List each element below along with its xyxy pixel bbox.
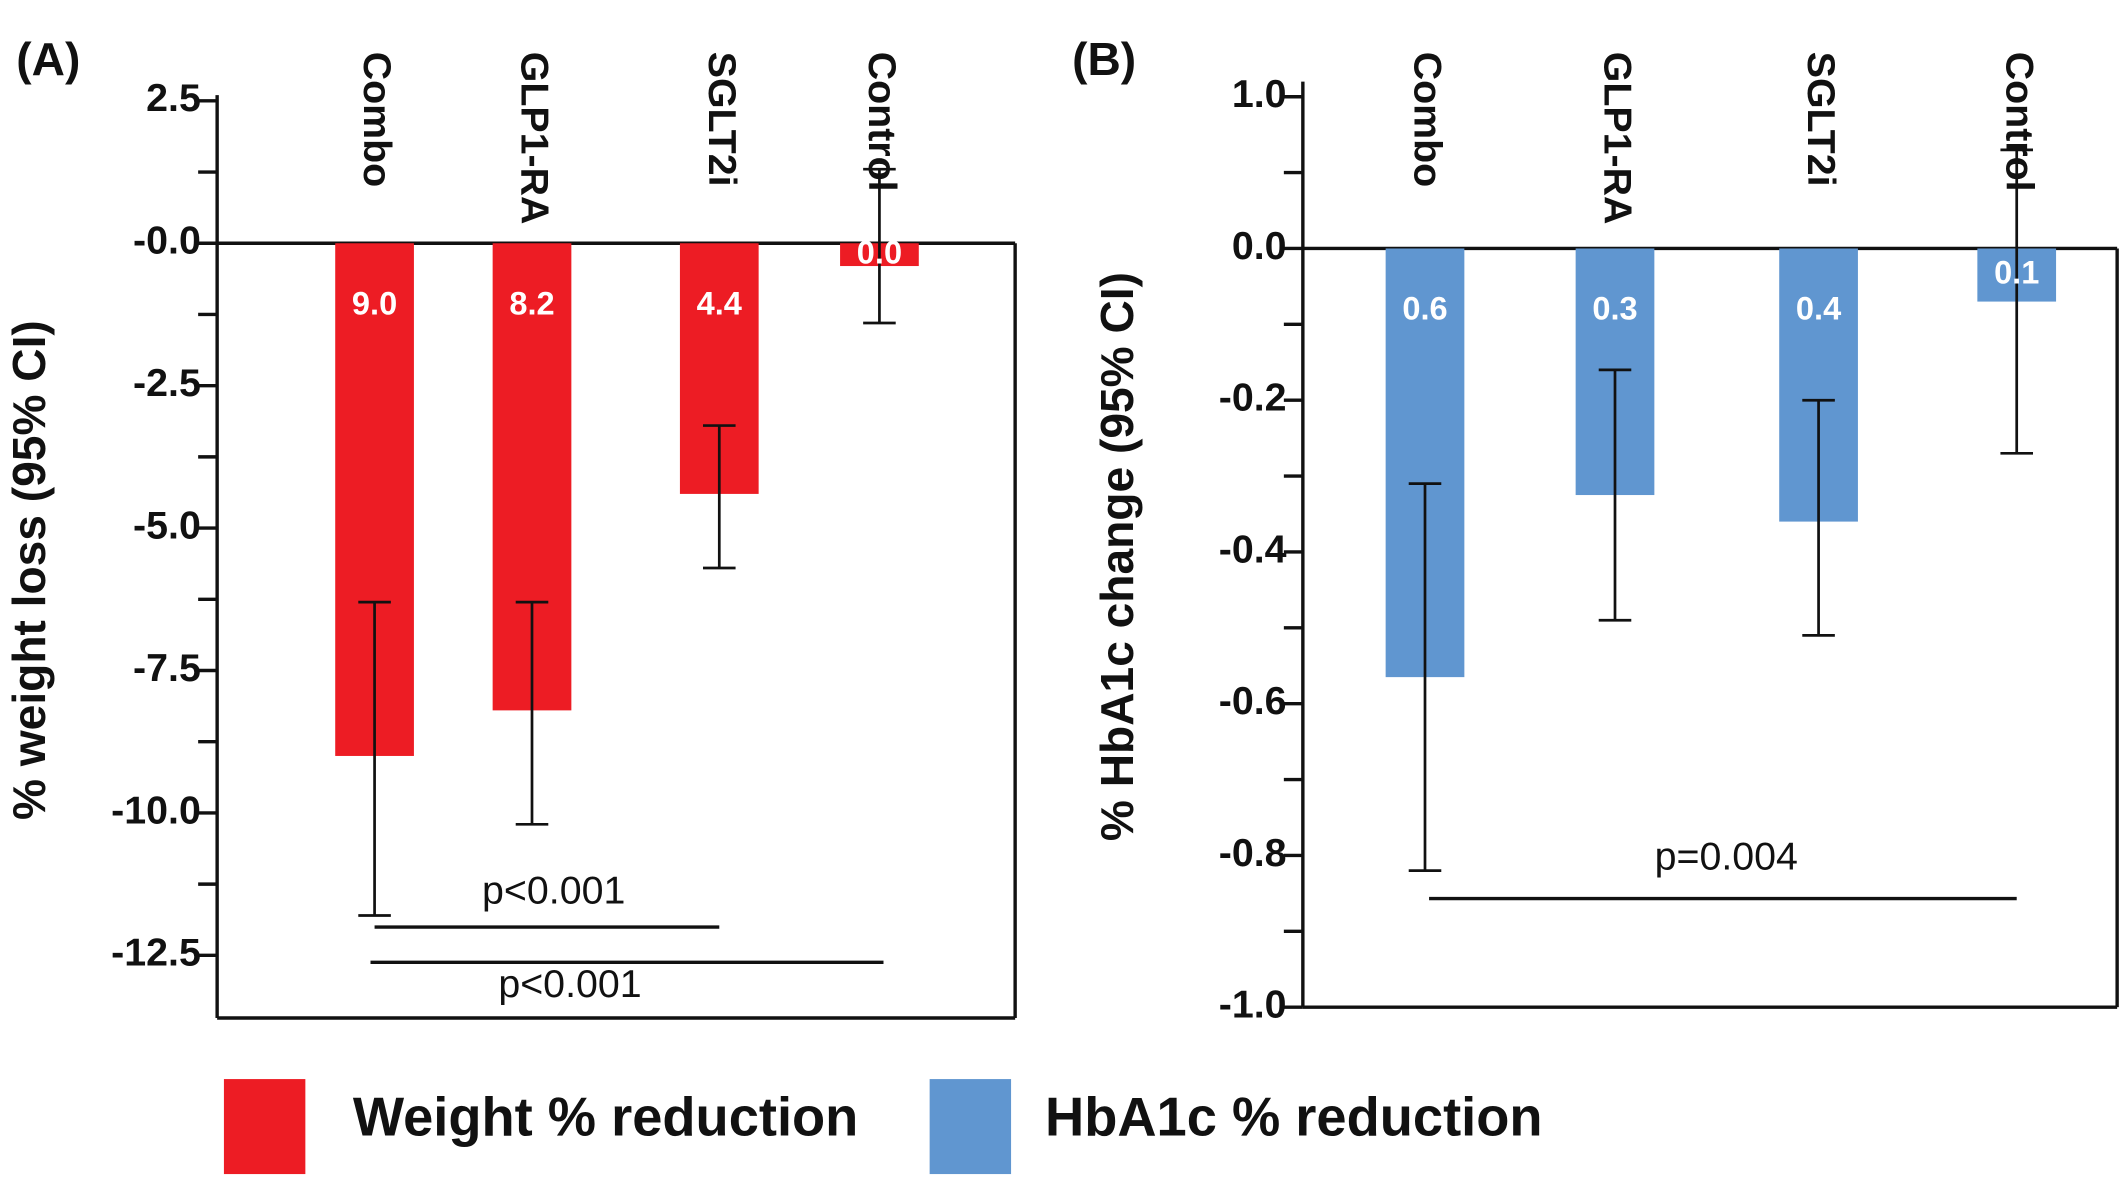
y-tick-label: -0.8: [1219, 831, 1287, 875]
value-label: 0.6: [1402, 291, 1447, 327]
value-label: 0.4: [1796, 291, 1841, 327]
y-tick-label: -10.0: [111, 788, 201, 832]
y-tick-label: -7.5: [133, 646, 201, 690]
value-label: 0.3: [1592, 291, 1637, 327]
y-tick-label: 1.0: [1232, 72, 1287, 116]
value-label: 0.1: [1994, 255, 2039, 291]
x-tick-label: Control: [1997, 52, 2041, 192]
panel-label: (A): [16, 33, 80, 85]
x-tick-label: SGLT2i: [700, 52, 744, 187]
value-label: 9.0: [352, 285, 397, 321]
y-tick-label: -0.0: [133, 219, 201, 263]
y-tick-label: -1.0: [1219, 983, 1287, 1027]
legend-label: HbA1c % reduction: [1045, 1086, 1543, 1147]
y-tick-label: -2.5: [133, 361, 201, 405]
x-tick-label: GLP1-RA: [1596, 52, 1640, 225]
y-axis-title: % HbA1c change (95% CI): [1091, 272, 1143, 841]
value-label: 8.2: [509, 285, 554, 321]
y-tick-label: 2.5: [146, 76, 201, 120]
y-tick-label: 0.0: [1232, 224, 1287, 268]
annotation: p=0.004: [1655, 835, 1798, 879]
annotation: p<0.001: [498, 962, 641, 1006]
value-label: 0.0: [857, 234, 902, 270]
y-tick-label: -5.0: [133, 503, 201, 547]
x-tick-label: Combo: [1406, 52, 1450, 188]
legend-swatch: [223, 1079, 306, 1175]
x-tick-label: GLP1-RA: [513, 52, 557, 225]
y-axis-title: % weight loss (95% CI): [3, 320, 55, 820]
panel-label: (B): [1072, 33, 1136, 85]
y-tick-label: -0.4: [1219, 527, 1287, 571]
x-tick-label: SGLT2i: [1799, 52, 1843, 187]
value-label: 4.4: [697, 285, 742, 321]
y-tick-label: -0.2: [1219, 376, 1287, 420]
legend-label: Weight % reduction: [353, 1086, 858, 1147]
y-tick-label: -0.6: [1219, 679, 1287, 723]
x-tick-label: Combo: [355, 52, 399, 188]
annotation: p<0.001: [482, 869, 625, 913]
legend-swatch: [929, 1079, 1012, 1175]
x-tick-label: Control: [860, 52, 904, 192]
y-tick-label: -12.5: [111, 931, 201, 975]
